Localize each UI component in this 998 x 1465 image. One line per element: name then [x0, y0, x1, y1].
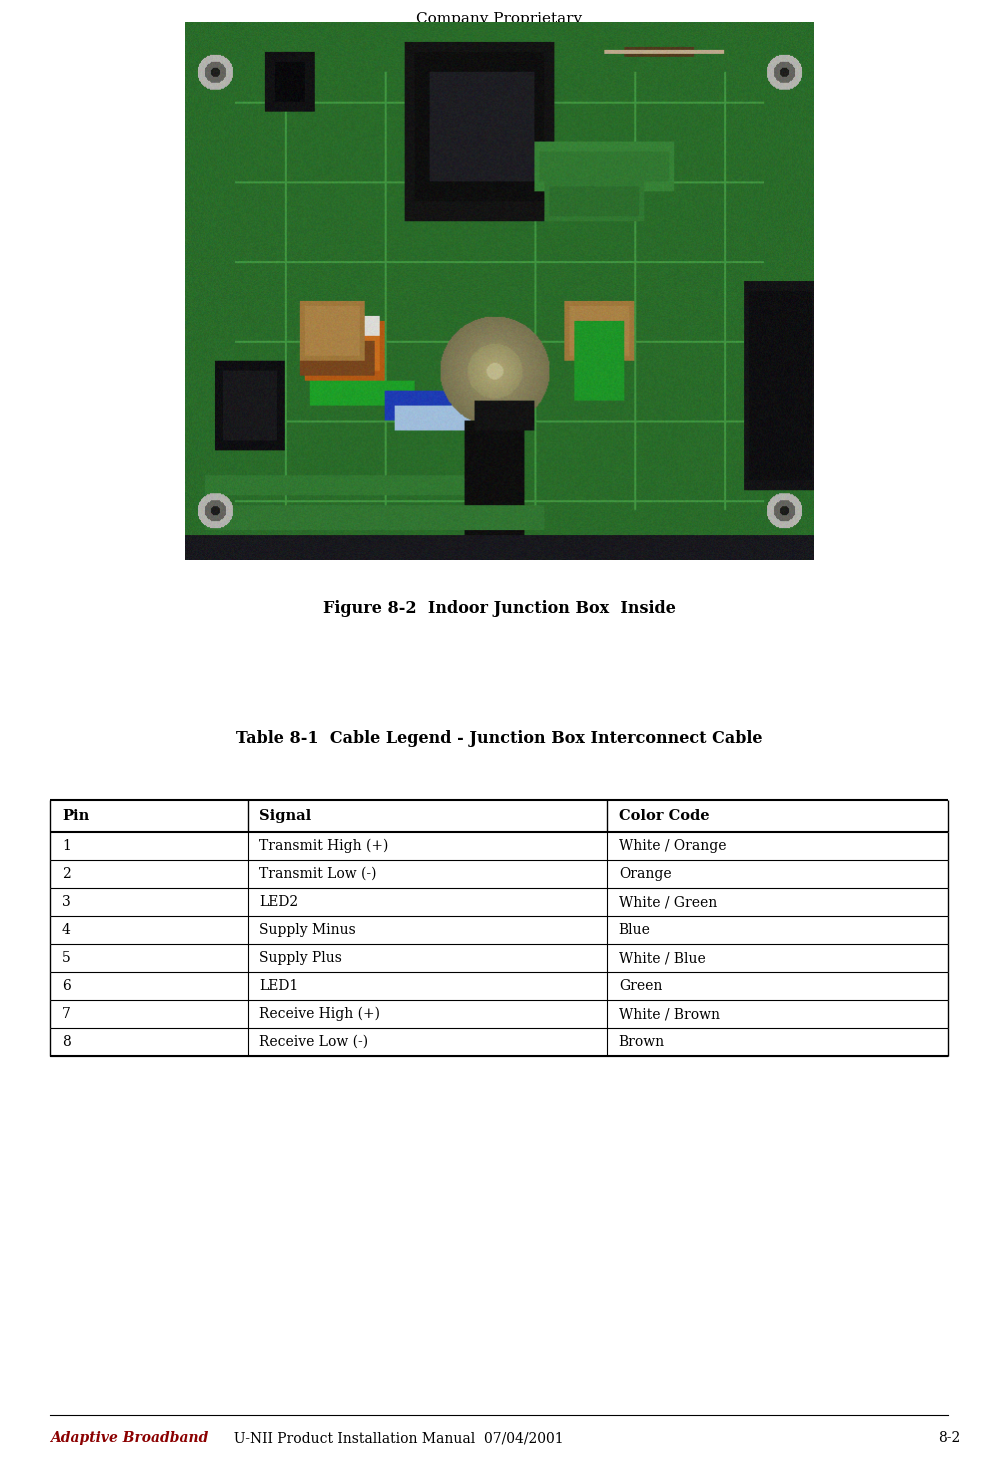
Text: White / Green: White / Green — [619, 895, 717, 908]
Text: White / Blue: White / Blue — [619, 951, 706, 965]
Text: 7: 7 — [62, 1006, 71, 1021]
Text: 8-2: 8-2 — [938, 1431, 960, 1444]
Text: Transmit Low (-): Transmit Low (-) — [259, 867, 377, 880]
Text: Adaptive Broadband: Adaptive Broadband — [50, 1431, 209, 1444]
Text: 3: 3 — [62, 895, 71, 908]
Text: Signal: Signal — [259, 809, 311, 823]
Text: Green: Green — [619, 979, 662, 993]
Text: LED2: LED2 — [259, 895, 298, 908]
Text: Blue: Blue — [619, 923, 651, 938]
Text: Receive High (+): Receive High (+) — [259, 1006, 380, 1021]
Text: 1: 1 — [62, 839, 71, 853]
Text: Figure 8-2  Indoor Junction Box  Inside: Figure 8-2 Indoor Junction Box Inside — [322, 601, 676, 617]
Text: Pin: Pin — [62, 809, 89, 823]
Text: Supply Plus: Supply Plus — [259, 951, 342, 965]
Text: 6: 6 — [62, 979, 71, 993]
Text: U-NII Product Installation Manual  07/04/2001: U-NII Product Installation Manual 07/04/… — [225, 1431, 563, 1444]
Text: White / Brown: White / Brown — [619, 1006, 720, 1021]
Text: 5: 5 — [62, 951, 71, 965]
Text: 4: 4 — [62, 923, 71, 938]
Text: 8: 8 — [62, 1034, 71, 1049]
Text: Color Code: Color Code — [619, 809, 710, 823]
Text: Transmit High (+): Transmit High (+) — [259, 839, 389, 853]
Text: Brown: Brown — [619, 1034, 665, 1049]
Text: Receive Low (-): Receive Low (-) — [259, 1034, 368, 1049]
Text: LED1: LED1 — [259, 979, 298, 993]
Text: White / Orange: White / Orange — [619, 839, 727, 853]
Text: Supply Minus: Supply Minus — [259, 923, 356, 938]
Text: Table 8-1  Cable Legend - Junction Box Interconnect Cable: Table 8-1 Cable Legend - Junction Box In… — [236, 730, 762, 747]
Text: Orange: Orange — [619, 867, 672, 880]
Text: Company Proprietary: Company Proprietary — [416, 12, 582, 26]
Text: 2: 2 — [62, 867, 71, 880]
